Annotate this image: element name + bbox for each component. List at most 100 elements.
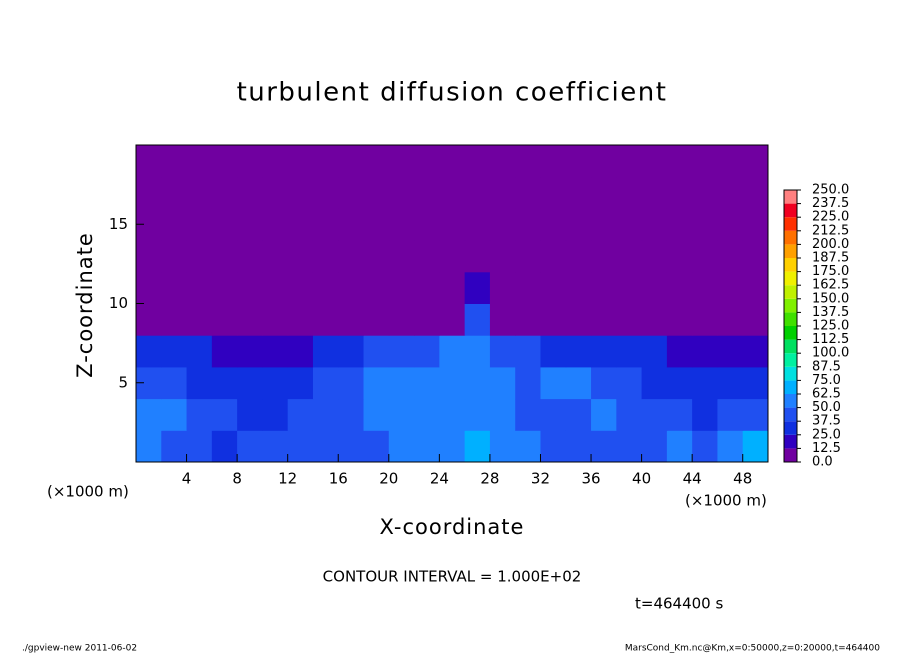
heat-cell	[287, 430, 314, 463]
heat-cell	[161, 176, 188, 209]
heat-cell	[287, 208, 314, 241]
heat-cell	[439, 366, 466, 400]
heat-cell	[742, 145, 769, 178]
colorbar-label: 125.0	[812, 319, 849, 334]
heat-cell	[742, 398, 769, 431]
heat-cell	[616, 366, 643, 400]
y-tick-label: 15	[109, 215, 128, 233]
heat-cell	[565, 335, 592, 368]
heat-cell	[262, 303, 289, 336]
heat-cell	[641, 176, 668, 209]
colorbar-swatch	[784, 258, 797, 272]
x-tick-label: 32	[531, 470, 550, 488]
heat-cell	[237, 430, 263, 463]
colorbar-label: 0.0	[812, 455, 833, 470]
colorbar-swatch	[784, 339, 797, 354]
heat-cell	[464, 208, 491, 241]
heat-cell	[237, 303, 263, 336]
chart-title: turbulent diffusion coefficient	[237, 78, 668, 108]
heat-cell	[489, 398, 516, 431]
heat-cell	[439, 208, 466, 241]
heat-cell	[692, 303, 718, 336]
heat-cell	[742, 366, 769, 400]
x-tick-label: 48	[733, 470, 752, 488]
heat-cell	[439, 335, 466, 368]
colorbar-swatch	[784, 380, 797, 394]
heat-cell	[515, 240, 541, 273]
x-axis-label: X-coordinate	[380, 515, 525, 539]
heat-cell	[439, 303, 466, 336]
heat-cell	[287, 176, 314, 209]
heat-cell	[666, 398, 693, 431]
x-tick-label: 8	[232, 470, 242, 488]
heat-cell	[338, 240, 365, 273]
heat-cell	[363, 176, 390, 209]
heat-cell	[489, 240, 516, 273]
heat-cell	[666, 145, 693, 178]
heat-cell	[439, 145, 466, 178]
heat-cell	[312, 335, 339, 368]
heat-cell	[211, 208, 238, 241]
heat-cell	[489, 208, 516, 241]
heat-cell	[692, 430, 718, 463]
heat-cell	[211, 240, 238, 273]
x-tick-label: 24	[430, 470, 449, 488]
heat-cell	[717, 430, 744, 463]
heat-cell	[641, 335, 668, 368]
heat-cell	[641, 398, 668, 431]
x-tick-label: 28	[480, 470, 499, 488]
heat-cell	[211, 430, 238, 463]
heat-cell	[464, 176, 491, 209]
heat-cell	[161, 303, 188, 336]
heat-cell	[717, 240, 744, 273]
colorbar-label: 37.5	[812, 414, 841, 429]
heat-cell	[312, 303, 339, 336]
heat-cell	[287, 366, 314, 400]
heat-cell	[186, 208, 213, 241]
colorbar-swatch	[784, 244, 797, 258]
heat-cell	[540, 145, 567, 178]
heat-cell	[136, 335, 162, 368]
heat-cell	[692, 366, 718, 400]
heat-cell	[692, 398, 718, 431]
heat-cell	[717, 366, 744, 400]
heat-cell	[692, 145, 718, 178]
heat-cell	[338, 335, 365, 368]
colorbar-label: 212.5	[812, 223, 849, 238]
heat-cell	[211, 145, 238, 178]
colorbar-label: 225.0	[812, 210, 849, 225]
heat-cell	[237, 398, 263, 431]
heat-cell	[515, 398, 541, 431]
heat-cell	[161, 208, 188, 241]
heat-cell	[414, 303, 440, 336]
colorbar-label: 87.5	[812, 359, 841, 374]
heat-cell	[414, 366, 440, 400]
heat-cell	[136, 176, 162, 209]
heat-cell	[464, 240, 491, 273]
heat-cell	[414, 335, 440, 368]
heat-cell	[161, 145, 188, 178]
heat-cell	[237, 145, 263, 178]
y-tick-label: 5	[118, 373, 128, 391]
heat-cell	[312, 208, 339, 241]
heat-cell	[363, 240, 390, 273]
heat-cell	[666, 430, 693, 463]
heat-cell	[641, 208, 668, 241]
colorbar-swatch	[784, 217, 797, 231]
heat-cell	[363, 398, 390, 431]
heat-cell	[262, 366, 289, 400]
heat-cell	[717, 145, 744, 178]
heat-cell	[591, 335, 617, 368]
heat-cell	[515, 271, 541, 304]
colorbar-label: 187.5	[812, 251, 849, 266]
heat-cell	[540, 335, 567, 368]
heat-cell	[388, 145, 415, 178]
heat-cell	[565, 176, 592, 209]
colorbar-swatch	[784, 326, 797, 340]
heat-cell	[312, 366, 339, 400]
heat-cell	[565, 430, 592, 463]
heat-cell	[742, 240, 769, 273]
heat-cell	[186, 145, 213, 178]
colorbar-label: 237.5	[812, 196, 849, 211]
heat-cell	[136, 303, 162, 336]
